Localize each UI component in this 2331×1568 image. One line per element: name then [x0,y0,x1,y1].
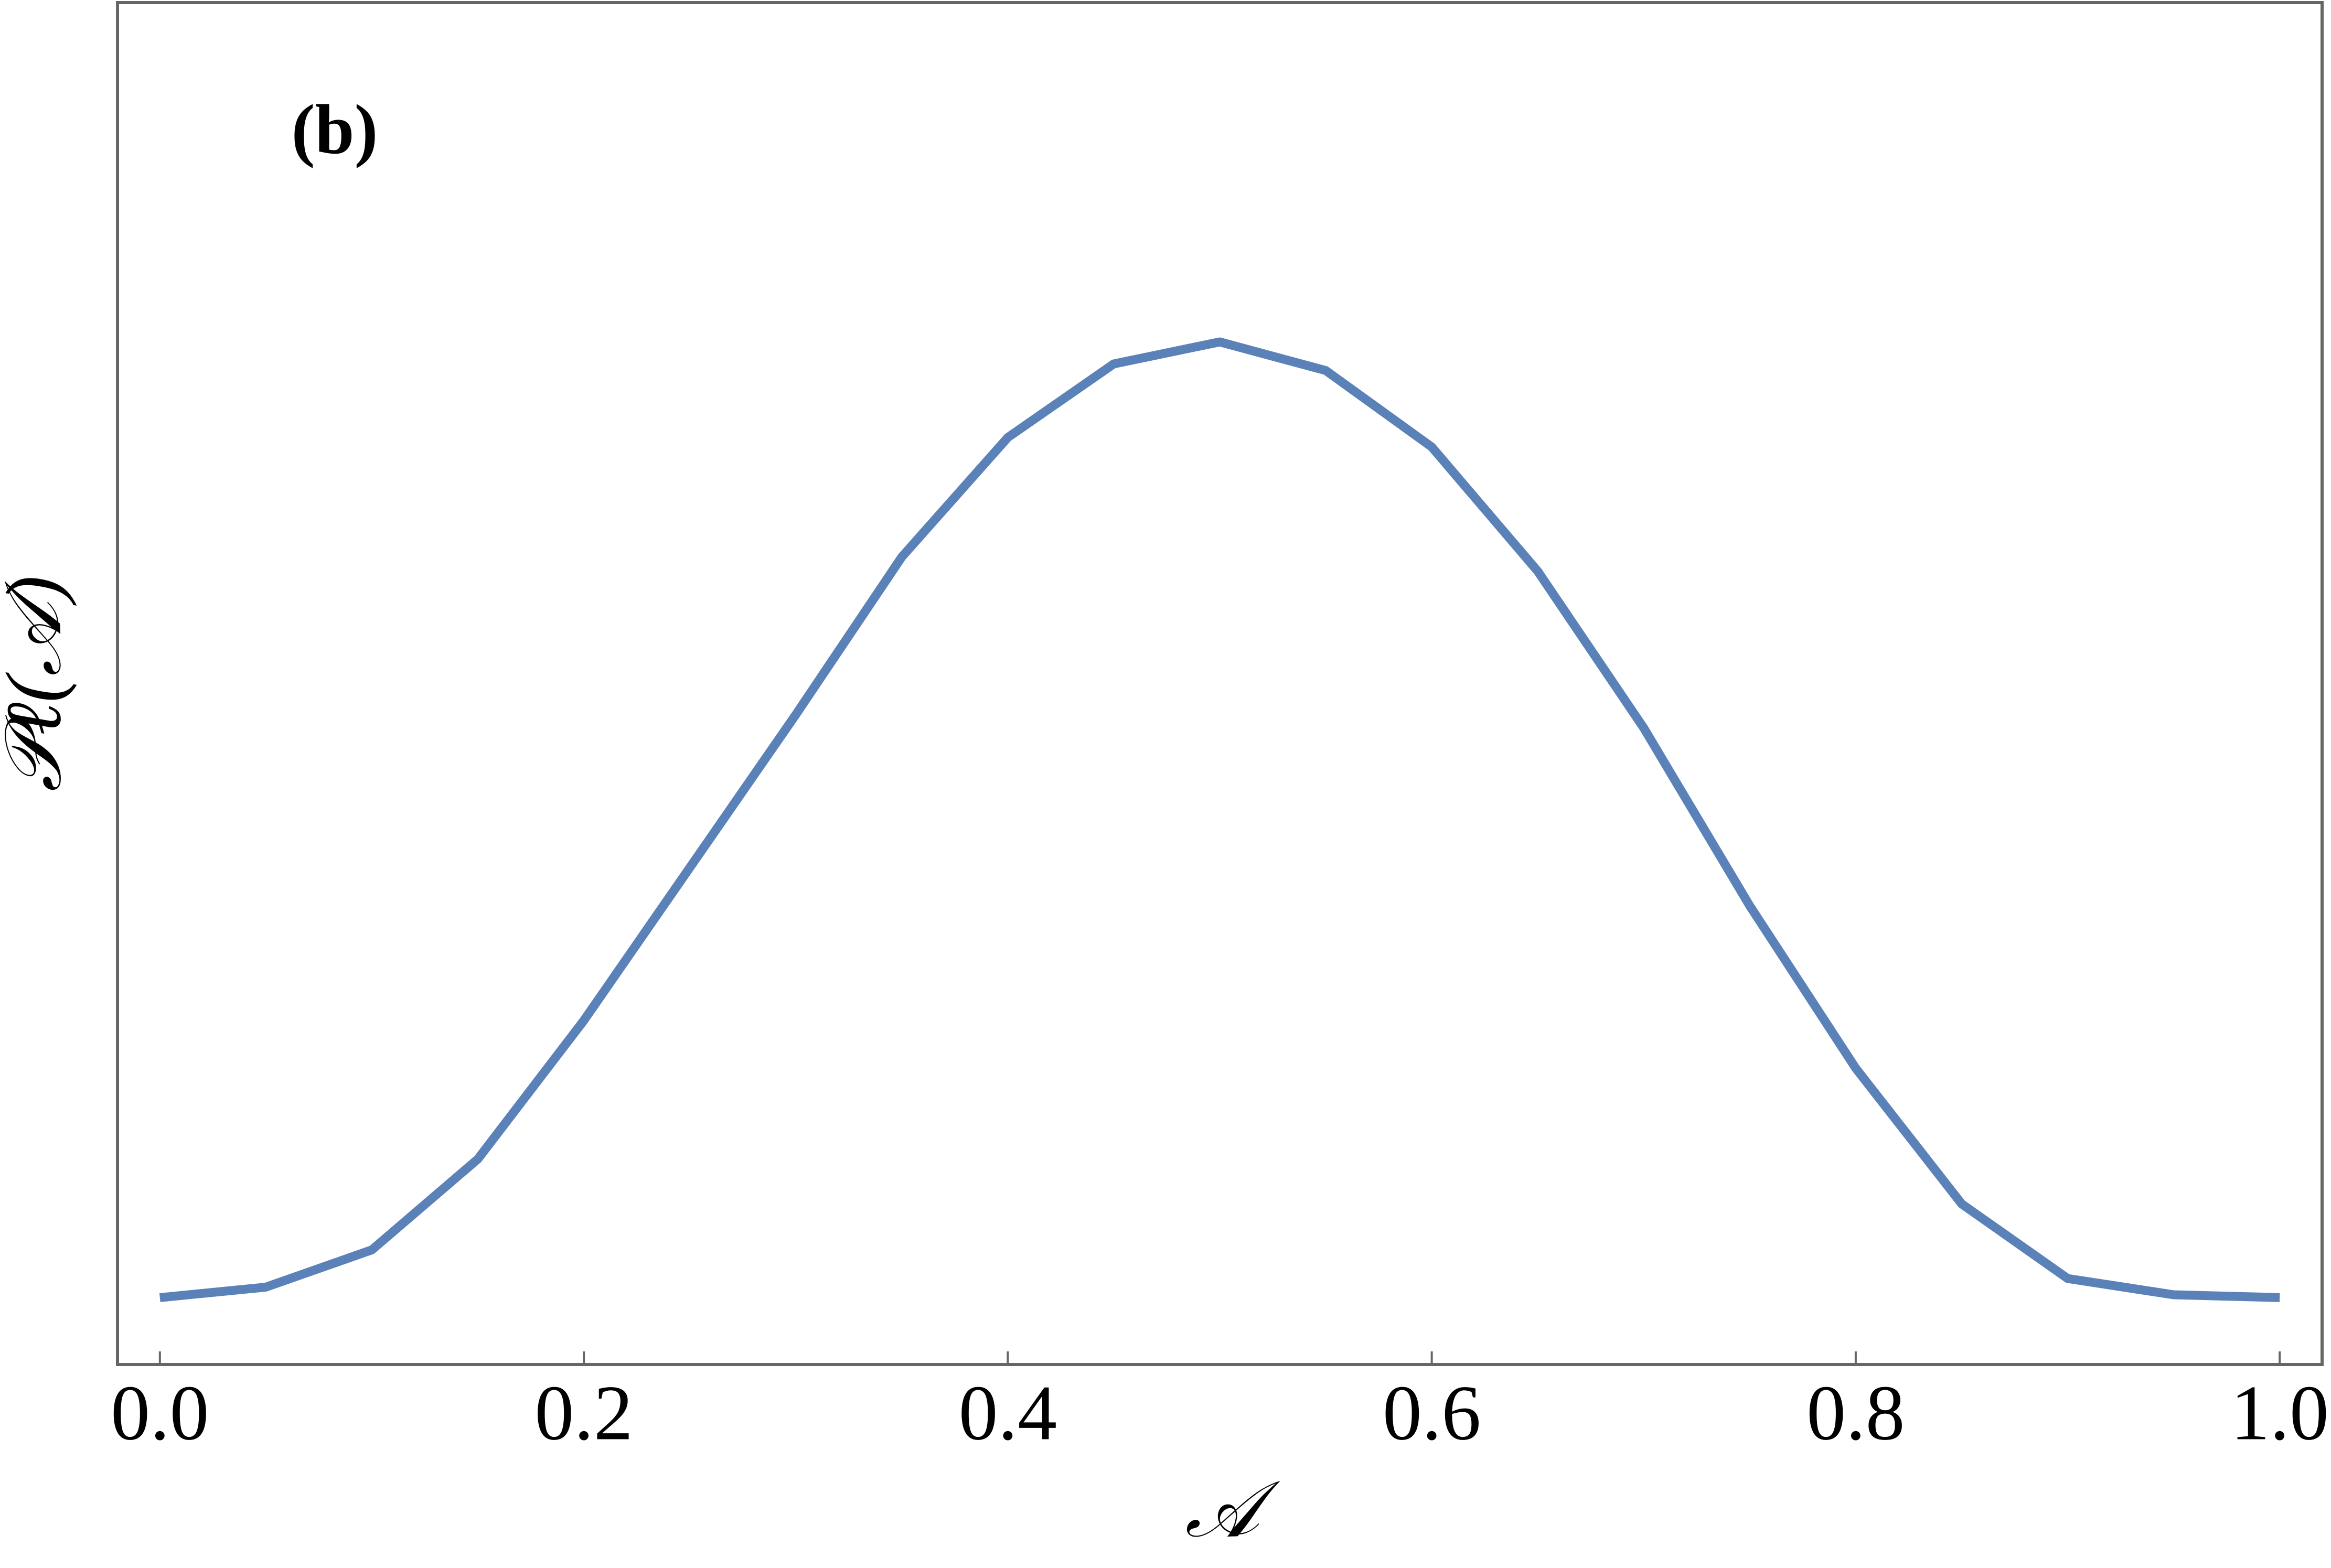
x-tick-label: 0.8 [1806,1369,1905,1456]
panel-label: (b) [292,91,378,169]
data-line [159,337,2280,1302]
x-axis-label: 𝒜 [1185,1466,1280,1553]
x-tick-label: 0.2 [534,1369,633,1456]
y-axis-label: 𝒫ℓ(𝒜) [0,576,77,792]
x-tick-label: 0.0 [111,1369,209,1456]
plot-frame [116,1,2324,1366]
x-tick-label: 0.6 [1383,1369,1481,1456]
x-tick-label: 0.4 [959,1369,1057,1456]
x-tick-label: 1.0 [2230,1369,2329,1456]
